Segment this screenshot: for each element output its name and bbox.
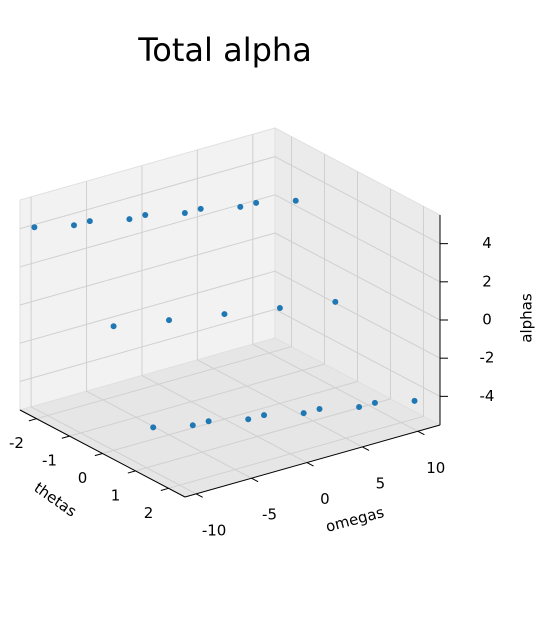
point: [316, 406, 323, 413]
point: [411, 397, 418, 404]
y-tick: [195, 493, 203, 498]
z-tick-label: 4: [482, 234, 492, 252]
grid-line: [141, 375, 308, 464]
grid-line: [19, 156, 276, 230]
x-tick: [28, 418, 37, 422]
y-tick: [306, 462, 314, 467]
y-axis-label: omegas: [324, 503, 386, 536]
point: [245, 416, 252, 423]
point: [31, 224, 38, 231]
y-tick-label: -5: [262, 506, 277, 524]
grid-line: [69, 363, 325, 437]
y-tick-label: 10: [426, 459, 445, 477]
point: [261, 412, 268, 419]
z-tick-label: 0: [482, 311, 492, 329]
grid-line: [274, 156, 441, 245]
grid-line: [19, 308, 276, 382]
grid-line: [274, 308, 441, 397]
point: [70, 222, 77, 229]
grid-line: [19, 194, 276, 268]
point: [292, 197, 299, 204]
grid-line: [86, 390, 252, 479]
x-tick-label: -1: [42, 452, 57, 470]
point: [181, 210, 188, 217]
point: [332, 298, 339, 305]
z-tick-label: -2: [480, 349, 495, 367]
x-tick: [94, 453, 103, 457]
point: [237, 203, 244, 210]
x-tick-label: -2: [9, 434, 24, 452]
grid-line: [135, 398, 391, 472]
point: [86, 218, 93, 225]
point: [142, 212, 149, 219]
y-tick-label: -10: [202, 521, 227, 539]
point: [205, 418, 212, 425]
z-tick-label: -4: [480, 387, 495, 405]
y-tick-label: 5: [376, 474, 386, 492]
point: [166, 317, 173, 324]
point: [126, 216, 133, 223]
grid-line: [274, 270, 441, 359]
y-tick-label: 0: [320, 490, 330, 508]
point: [356, 403, 363, 410]
grid-line: [30, 406, 197, 495]
x-tick: [61, 435, 70, 439]
z-tick-label: 2: [482, 272, 492, 290]
point: [221, 311, 228, 318]
x-axis: [19, 409, 186, 498]
grid-line: [274, 232, 441, 321]
grid-line: [36, 346, 292, 420]
point: [371, 399, 378, 406]
y-tick: [417, 430, 425, 436]
grid-line: [102, 381, 358, 454]
point: [110, 323, 117, 330]
point: [276, 304, 283, 311]
point: [150, 424, 157, 431]
x-tick-label: 2: [144, 504, 154, 522]
x-tick-label: 1: [111, 486, 121, 504]
grid-line: [19, 232, 276, 306]
grid-line: [274, 194, 441, 283]
y-tick: [362, 446, 370, 451]
x-tick: [160, 487, 169, 491]
point: [253, 199, 260, 206]
y-axis: [184, 424, 441, 498]
grid-line: [252, 343, 419, 432]
x-axis-label: thetas: [31, 479, 80, 521]
grid-line: [19, 270, 276, 344]
grid-line: [197, 359, 363, 448]
z-axis-label: alphas: [518, 293, 536, 343]
point: [197, 205, 204, 212]
chart-title: Total alpha: [137, 31, 312, 69]
point: [189, 422, 196, 429]
point: [300, 410, 307, 417]
x-tick: [127, 470, 136, 474]
grid-line: [168, 415, 424, 489]
x-tick-label: 0: [78, 469, 88, 487]
y-tick: [251, 477, 259, 483]
